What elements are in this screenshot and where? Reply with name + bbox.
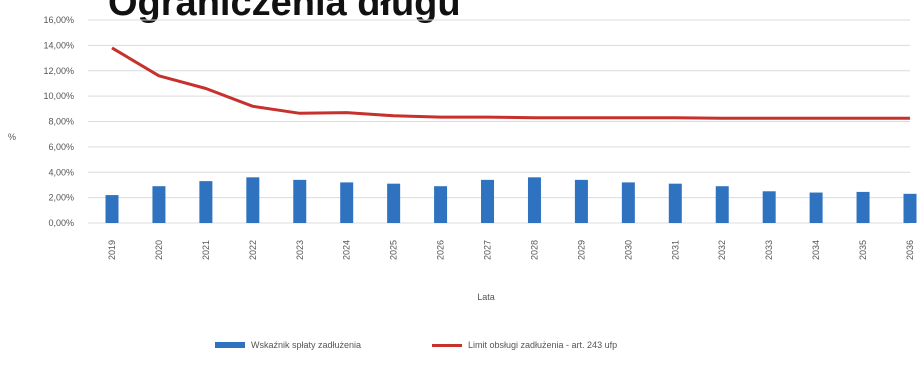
line-path	[112, 48, 910, 118]
x-tick-label: 2023	[295, 240, 305, 260]
x-tick-label: 2029	[576, 240, 586, 260]
bar	[340, 182, 353, 223]
x-tick-label: 2036	[905, 240, 915, 260]
bar	[622, 182, 635, 223]
bar	[669, 184, 682, 223]
bar	[152, 186, 165, 223]
bar	[575, 180, 588, 223]
y-tick-label: 2,00%	[48, 193, 74, 203]
x-tick-label: 2020	[154, 240, 164, 260]
y-tick-label: 16,00%	[43, 15, 74, 25]
bar	[434, 186, 447, 223]
y-tick-label: 14,00%	[43, 40, 74, 50]
x-tick-label: 2034	[811, 240, 821, 260]
bar	[106, 195, 119, 223]
y-axis-ticks: 0,00% 2,00% 4,00% 6,00% 8,00% 10,00% 12,00% 14,…	[43, 15, 74, 228]
x-tick-label: 2022	[248, 240, 258, 260]
legend-bar-swatch	[215, 342, 245, 348]
bar	[716, 186, 729, 223]
x-tick-label: 2026	[436, 240, 446, 260]
x-axis-label: Lata	[477, 292, 495, 302]
bar	[763, 191, 776, 223]
bar	[810, 193, 823, 223]
x-axis-ticks: 2019 2020 2021 2022 2023 2024 2025 2026 2027 2028…	[107, 240, 915, 260]
y-axis-label: %	[8, 132, 16, 142]
bar-series	[106, 177, 917, 223]
bar	[528, 177, 541, 223]
bar	[246, 177, 259, 223]
line-series	[112, 48, 910, 118]
x-tick-label: 2021	[201, 240, 211, 260]
bar	[293, 180, 306, 223]
legend-bar-label: Wskaźnik spłaty zadłużenia	[251, 340, 361, 350]
x-tick-label: 2027	[483, 240, 493, 260]
bar	[199, 181, 212, 223]
y-tick-label: 8,00%	[48, 117, 74, 127]
y-tick-label: 6,00%	[48, 142, 74, 152]
y-tick-label: 12,00%	[43, 66, 74, 76]
x-tick-label: 2028	[529, 240, 539, 260]
bar	[857, 192, 870, 223]
legend-item-line: Limit obsługi zadłużenia - art. 243 ufp	[432, 340, 617, 350]
legend-line-swatch	[432, 344, 462, 347]
x-tick-label: 2033	[764, 240, 774, 260]
legend-item-bars: Wskaźnik spłaty zadłużenia	[215, 340, 361, 350]
y-tick-label: 10,00%	[43, 91, 74, 101]
legend: Wskaźnik spłaty zadłużenia Limit obsługi…	[0, 340, 920, 360]
x-tick-label: 2032	[717, 240, 727, 260]
chart: 0,00% 2,00% 4,00% 6,00% 8,00% 10,00% 12,00% 14,…	[0, 0, 920, 330]
x-tick-label: 2030	[623, 240, 633, 260]
x-tick-label: 2019	[107, 240, 117, 260]
legend-line-label: Limit obsługi zadłużenia - art. 243 ufp	[468, 340, 617, 350]
x-tick-label: 2031	[670, 240, 680, 260]
bar	[904, 194, 917, 223]
x-tick-label: 2035	[858, 240, 868, 260]
bar	[387, 184, 400, 223]
bar	[481, 180, 494, 223]
x-tick-label: 2025	[389, 240, 399, 260]
x-tick-label: 2024	[342, 240, 352, 260]
y-tick-label: 0,00%	[48, 218, 74, 228]
y-tick-label: 4,00%	[48, 167, 74, 177]
